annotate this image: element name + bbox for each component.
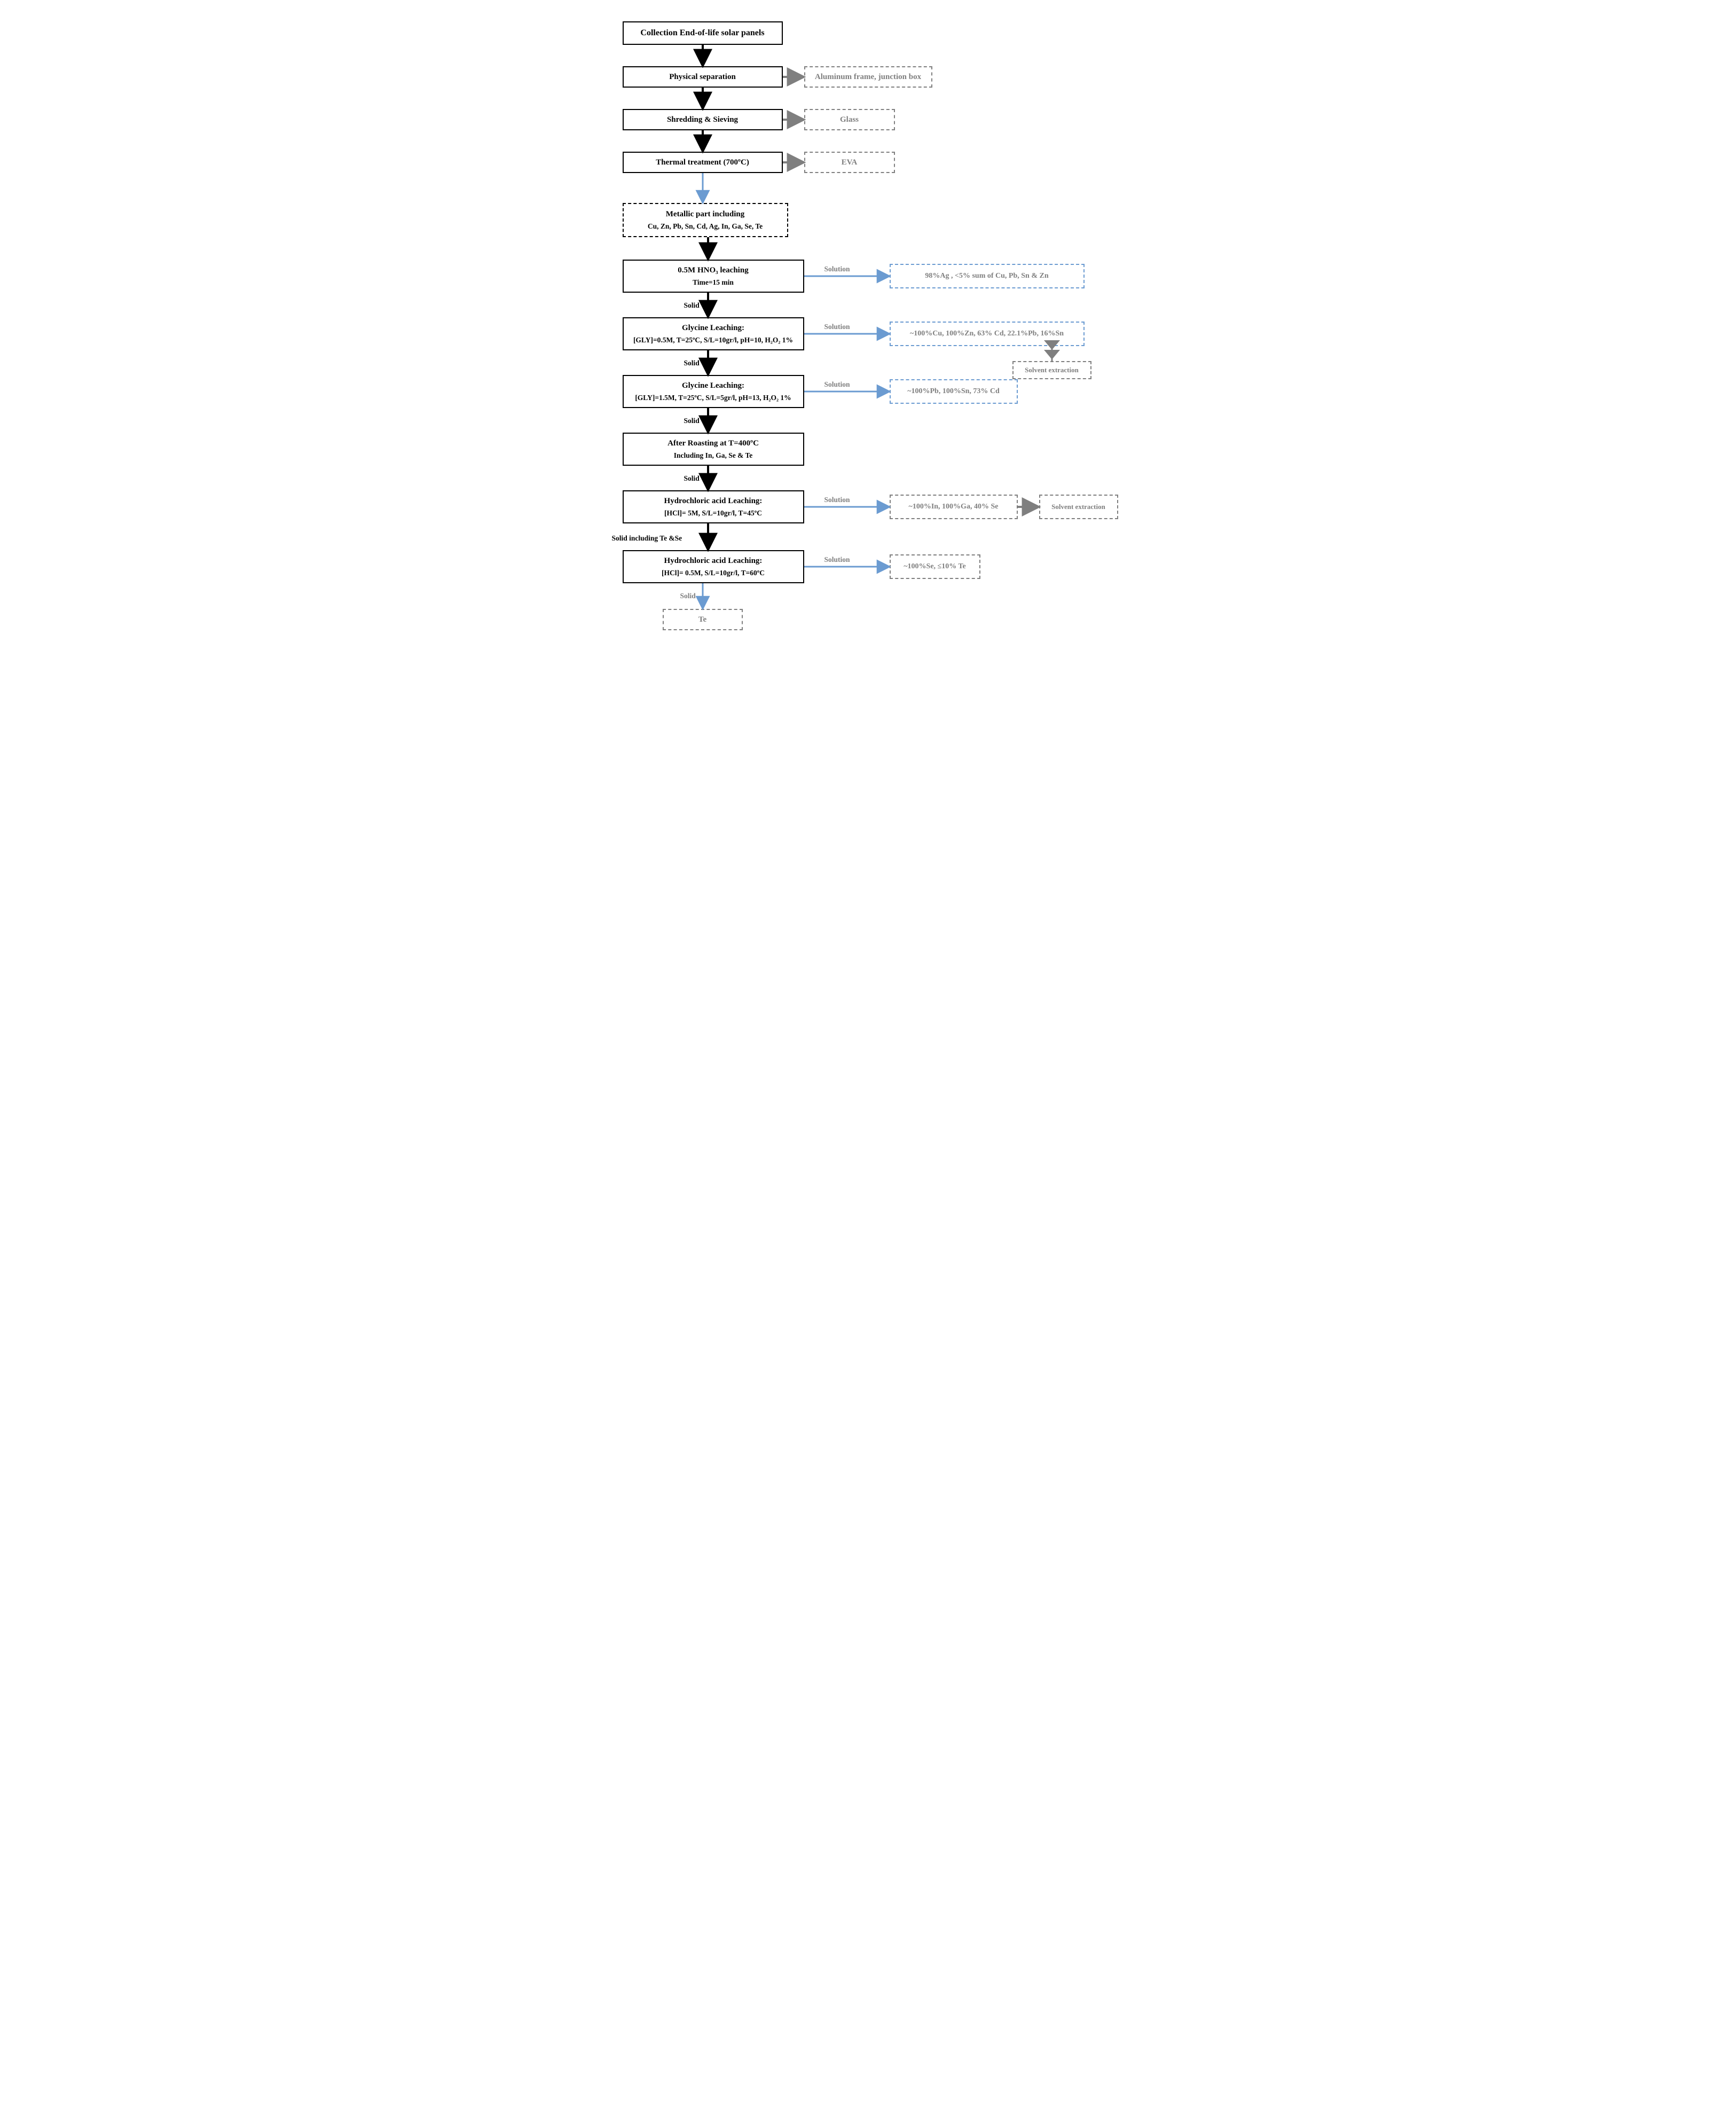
label-sol-8: Solution <box>824 380 850 389</box>
flowchart-canvas: Collection End-of-life solar panels Phys… <box>607 21 1130 657</box>
node-gly1-sub: [GLY]=0.5M, T=25ºC, S/L=10gr/l, pH=10, H… <box>633 335 793 345</box>
out-pbsn-text: ~100%Pb, 100%Sn, 73% Cd <box>907 387 1000 397</box>
node-hno3: 0.5M HNO₃ leaching Time=15 min <box>623 260 804 293</box>
label-solid-78: Solid <box>684 359 700 367</box>
node-gly2-title: Glycine Leaching: <box>682 380 744 391</box>
node-gly1: Glycine Leaching: [GLY]=0.5M, T=25ºC, S/… <box>623 317 804 350</box>
out-ag: 98%Ag , <5% sum of Cu, Pb, Sn & Zn <box>890 264 1085 288</box>
node-hcl2-title: Hydrochloric acid Leaching: <box>664 555 763 566</box>
label-sol-10: Solution <box>824 496 850 504</box>
out-glass-text: Glass <box>840 114 859 125</box>
node-te: Te <box>663 609 743 630</box>
node-hno3-sub: Time=15 min <box>693 278 734 287</box>
node-phys-title: Physical separation <box>669 72 736 82</box>
node-hcl1-sub: [HCl]= 5M, S/L=10gr/l, T=45ºC <box>664 508 762 518</box>
label-solid-1112: Solid <box>680 592 696 600</box>
node-te-title: Te <box>698 614 706 625</box>
node-hcl2: Hydrochloric acid Leaching: [HCl]= 0.5M,… <box>623 550 804 583</box>
label-solid-1011: Solid including Te &Se <box>612 534 682 543</box>
out-solvent-ext-2: Solvent extraction <box>1039 495 1118 519</box>
out-solvent-ext-1: Solvent extraction <box>1012 361 1091 379</box>
node-hcl2-sub: [HCl]= 0.5M, S/L=10gr/l, T=60ºC <box>662 568 765 578</box>
node-roast-sub: Including In, Ga, Se & Te <box>674 451 752 460</box>
out-sete: ~100%Se, ≤10% Te <box>890 554 980 579</box>
node-thermal-title: Thermal treatment (700ºC) <box>656 157 749 168</box>
node-metallic-part: Metallic part including Cu, Zn, Pb, Sn, … <box>623 203 788 237</box>
node-roasting: After Roasting at T=400ºC Including In, … <box>623 433 804 466</box>
out-inga: ~100%In, 100%Ga, 40% Se <box>890 495 1018 519</box>
label-sol-7: Solution <box>824 323 850 331</box>
label-sol-6: Solution <box>824 265 850 273</box>
label-solid-89: Solid <box>684 417 700 425</box>
node-physical-separation: Physical separation <box>623 66 783 88</box>
out-pbsn: ~100%Pb, 100%Sn, 73% Cd <box>890 379 1018 404</box>
node-metallic-sub: Cu, Zn, Pb, Sn, Cd, Ag, In, Ga, Se, Te <box>648 222 763 231</box>
out-ag-text: 98%Ag , <5% sum of Cu, Pb, Sn & Zn <box>925 271 1048 281</box>
out-eva: EVA <box>804 152 895 173</box>
label-solid-67: Solid <box>684 301 700 310</box>
node-roast-title: After Roasting at T=400ºC <box>667 438 759 449</box>
out-cuzn-text: ~100%Cu, 100%Zn, 63% Cd, 22.1%Pb, 16%Sn <box>910 329 1064 339</box>
node-hcl1-title: Hydrochloric acid Leaching: <box>664 496 763 506</box>
out-cuzn: ~100%Cu, 100%Zn, 63% Cd, 22.1%Pb, 16%Sn <box>890 322 1085 346</box>
node-gly2-sub: [GLY]=1.5M, T=25ºC, S/L=5gr/l, pH=13, H₂… <box>635 393 791 403</box>
out-eva-text: EVA <box>842 157 858 168</box>
out-aluminum: Aluminum frame, junction box <box>804 66 932 88</box>
out-aluminum-text: Aluminum frame, junction box <box>815 72 921 82</box>
label-solid-910: Solid <box>684 474 700 483</box>
out-glass: Glass <box>804 109 895 130</box>
node-hno3-title: 0.5M HNO₃ leaching <box>678 265 748 276</box>
node-metallic-title: Metallic part including <box>666 209 745 220</box>
node-thermal: Thermal treatment (700ºC) <box>623 152 783 173</box>
node-gly1-title: Glycine Leaching: <box>682 323 744 333</box>
label-sol-11: Solution <box>824 555 850 564</box>
node-hcl1: Hydrochloric acid Leaching: [HCl]= 5M, S… <box>623 490 804 523</box>
node-gly2: Glycine Leaching: [GLY]=1.5M, T=25ºC, S/… <box>623 375 804 408</box>
out-inga-text: ~100%In, 100%Ga, 40% Se <box>909 502 999 512</box>
out-sete-text: ~100%Se, ≤10% Te <box>904 562 965 572</box>
node-collection: Collection End-of-life solar panels <box>623 21 783 45</box>
out-se2-text: Solvent extraction <box>1051 502 1105 512</box>
node-shred-title: Shredding & Sieving <box>667 114 738 125</box>
out-se1-text: Solvent extraction <box>1025 365 1079 375</box>
node-shredding: Shredding & Sieving <box>623 109 783 130</box>
node-collection-title: Collection End-of-life solar panels <box>640 27 764 39</box>
